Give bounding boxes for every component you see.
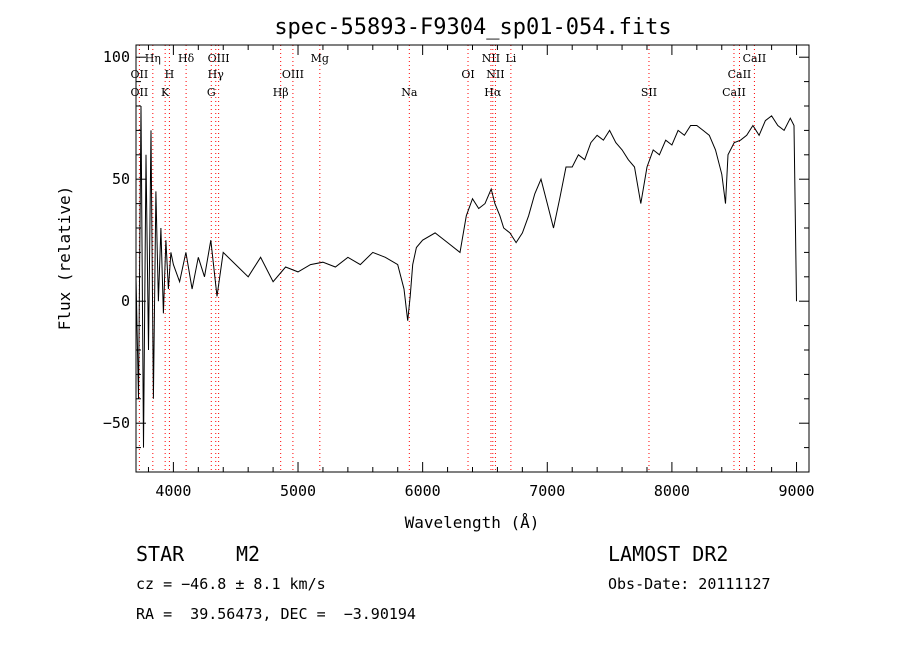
marker-label: CaII bbox=[722, 86, 746, 99]
obs-date: Obs-Date: 20111127 bbox=[608, 575, 771, 593]
survey-name: LAMOST DR2 bbox=[608, 542, 729, 566]
marker-label: OI bbox=[461, 68, 474, 81]
y-tick-label: 50 bbox=[112, 170, 130, 188]
x-tick-label: 9000 bbox=[778, 482, 814, 500]
marker-label: Hδ bbox=[178, 52, 195, 65]
spectrum-line bbox=[135, 105, 797, 448]
marker-label: Hγ bbox=[208, 68, 225, 81]
object-subclass: M2 bbox=[236, 542, 261, 566]
marker-label: Li bbox=[505, 52, 516, 65]
y-tick-label: −50 bbox=[103, 414, 130, 432]
y-axis-label: Flux (relative) bbox=[55, 186, 74, 331]
x-axis-label: Wavelength (Å) bbox=[405, 513, 540, 532]
marker-label: SII bbox=[641, 86, 657, 99]
marker-label: Hα bbox=[484, 86, 502, 99]
x-tick-label: 6000 bbox=[405, 482, 441, 500]
marker-label: OII bbox=[131, 68, 149, 81]
marker-label: H bbox=[165, 68, 175, 81]
plot-frame bbox=[135, 44, 810, 473]
marker-label: OIII bbox=[282, 68, 304, 81]
marker-label: K bbox=[161, 86, 170, 99]
y-tick-label: 0 bbox=[121, 292, 130, 310]
marker-label: Hβ bbox=[273, 86, 289, 99]
chart-title: spec-55893-F9304_sp01-054.fits bbox=[274, 15, 671, 40]
x-tick-label: 5000 bbox=[280, 482, 316, 500]
marker-label: Hη bbox=[145, 52, 161, 65]
redshift-text: cz = −46.8 ± 8.1 km/s bbox=[136, 575, 326, 593]
marker-label: G bbox=[207, 86, 216, 99]
marker-label: OII bbox=[131, 86, 149, 99]
marker-label: NII bbox=[486, 68, 504, 81]
object-class: STAR bbox=[136, 542, 185, 566]
x-axis: 4000 5000 6000 7000 8000 9000 bbox=[147, 45, 815, 500]
x-tick-label: 4000 bbox=[155, 482, 191, 500]
marker-label: Mg bbox=[311, 52, 329, 65]
coordinates: RA = 39.56473, DEC = −3.90194 bbox=[136, 605, 416, 623]
marker-label: Na bbox=[401, 86, 418, 99]
x-tick-label: 8000 bbox=[654, 482, 690, 500]
marker-label: NII bbox=[482, 52, 500, 65]
y-tick-label: 100 bbox=[103, 48, 130, 66]
x-tick-label: 7000 bbox=[529, 482, 565, 500]
marker-label: CaII bbox=[743, 52, 767, 65]
marker-label: CaII bbox=[728, 68, 752, 81]
y-axis: −50 0 50 100 bbox=[103, 48, 809, 449]
marker-label: OIII bbox=[208, 52, 230, 65]
